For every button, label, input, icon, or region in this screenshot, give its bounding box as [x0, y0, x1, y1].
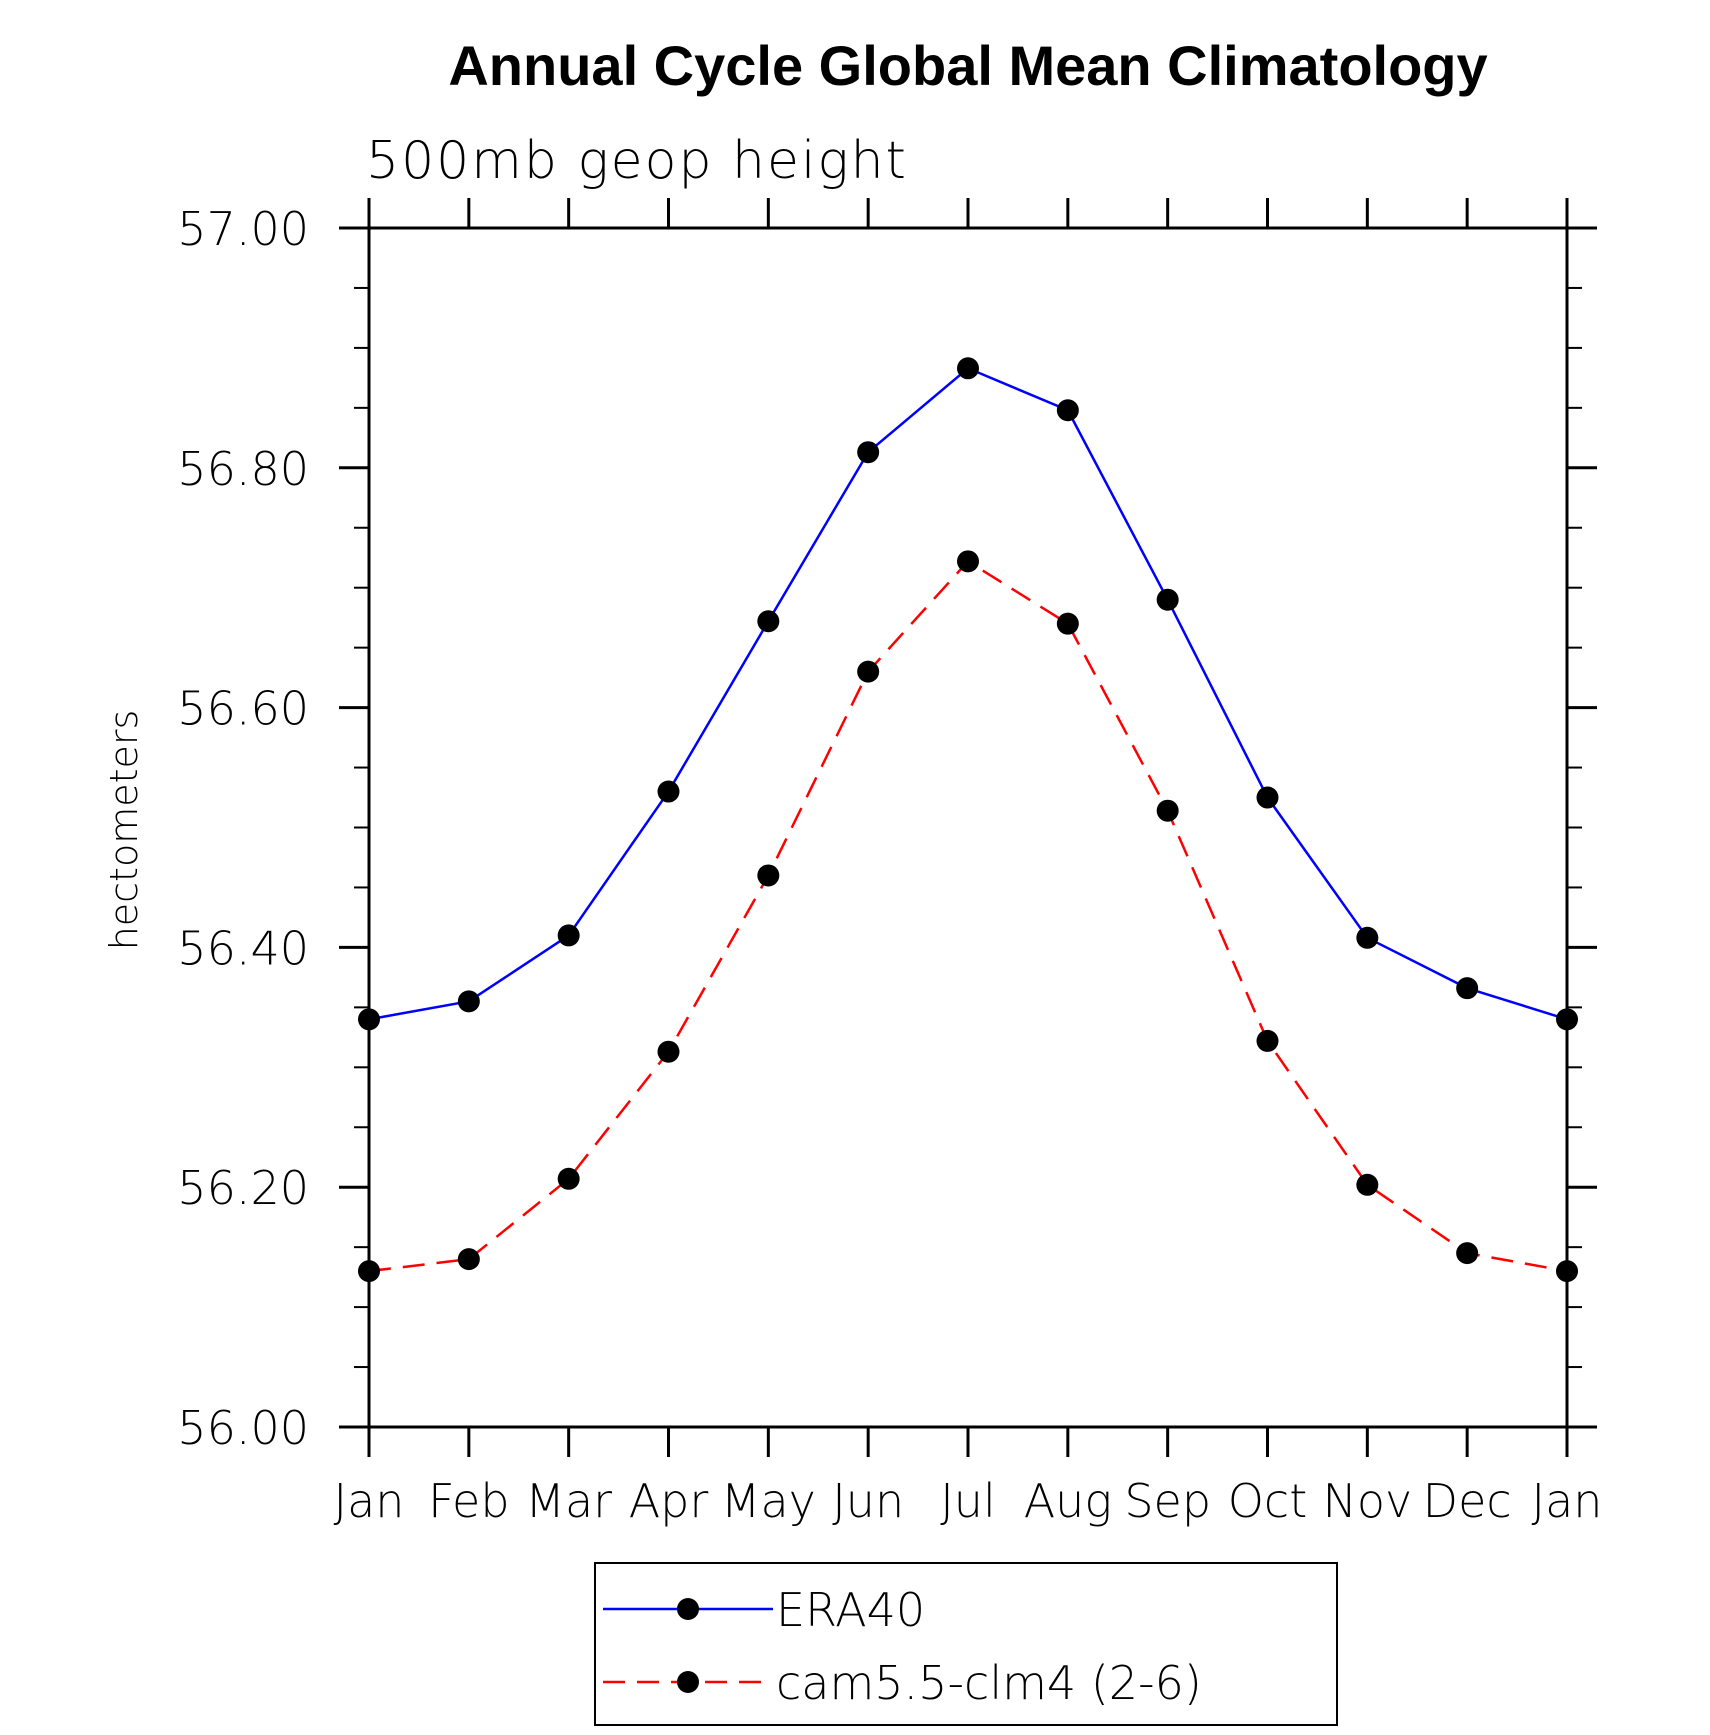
data-point — [657, 780, 680, 803]
legend-label: ERA40 — [776, 1583, 925, 1637]
data-point — [957, 357, 979, 380]
y-axis-label: hectometers — [102, 710, 146, 951]
series-layer — [358, 357, 1578, 1283]
data-point — [1356, 1173, 1379, 1196]
legend-label: cam5.5-clm4 (2-6) — [776, 1656, 1202, 1710]
plot-frame — [367, 226, 1569, 1429]
x-tick-label: Apr — [629, 1474, 709, 1528]
y-tick-label: 56.60 — [177, 682, 309, 736]
x-tick-label: Oct — [1228, 1474, 1308, 1528]
data-point — [857, 441, 880, 464]
x-tick-label: Aug — [1024, 1474, 1112, 1528]
data-point — [1056, 612, 1079, 635]
y-tick-label: 56.40 — [177, 921, 309, 975]
x-tick-label: Feb — [428, 1474, 509, 1528]
legend: ERA40 cam5.5-clm4 (2-6) — [594, 1562, 1338, 1726]
x-tick-label: May — [721, 1474, 816, 1528]
data-point — [457, 990, 480, 1013]
data-point — [1256, 786, 1279, 809]
x-tick-label: Jul — [940, 1474, 996, 1528]
data-point — [857, 660, 880, 683]
data-point — [757, 610, 780, 633]
x-tick-label: Jan — [334, 1474, 405, 1528]
legend-box — [594, 1562, 1338, 1726]
data-point — [1256, 1029, 1279, 1052]
data-point — [1356, 926, 1379, 949]
x-tick-label: Sep — [1124, 1474, 1211, 1528]
chart-title: Annual Cycle Global Mean Climatology — [448, 34, 1487, 97]
data-point — [557, 924, 580, 947]
data-point — [657, 1040, 680, 1063]
y-tick-label: 57.00 — [177, 202, 309, 256]
chart-subtitle: 500mb geop height — [366, 131, 908, 191]
ticks-layer: 56.00 56.20 56.40 56.60 56.80 57.00 Jan Feb Mar A… — [177, 198, 1602, 1528]
y-tick-label: 56.80 — [177, 442, 309, 496]
data-point — [1156, 799, 1179, 822]
data-point — [1156, 588, 1179, 611]
data-point — [1056, 399, 1079, 422]
x-tick-label: Jan — [1532, 1474, 1603, 1528]
x-tick-label: Nov — [1322, 1474, 1412, 1528]
y-tick-label: 56.20 — [177, 1161, 309, 1215]
data-point — [1456, 977, 1479, 1000]
data-point — [1456, 1242, 1479, 1265]
data-point — [757, 864, 780, 887]
y-tick-label: 56.00 — [177, 1401, 309, 1455]
series-line — [368, 559, 1568, 1273]
x-tick-label: Mar — [525, 1474, 612, 1528]
series-line — [368, 366, 1568, 1021]
data-point — [557, 1167, 580, 1190]
x-tick-label: Jun — [832, 1474, 904, 1528]
legend-marker — [677, 1671, 699, 1693]
data-point — [957, 550, 979, 573]
data-point — [457, 1248, 480, 1271]
legend-marker — [677, 1598, 699, 1620]
x-tick-label: Dec — [1423, 1474, 1512, 1528]
